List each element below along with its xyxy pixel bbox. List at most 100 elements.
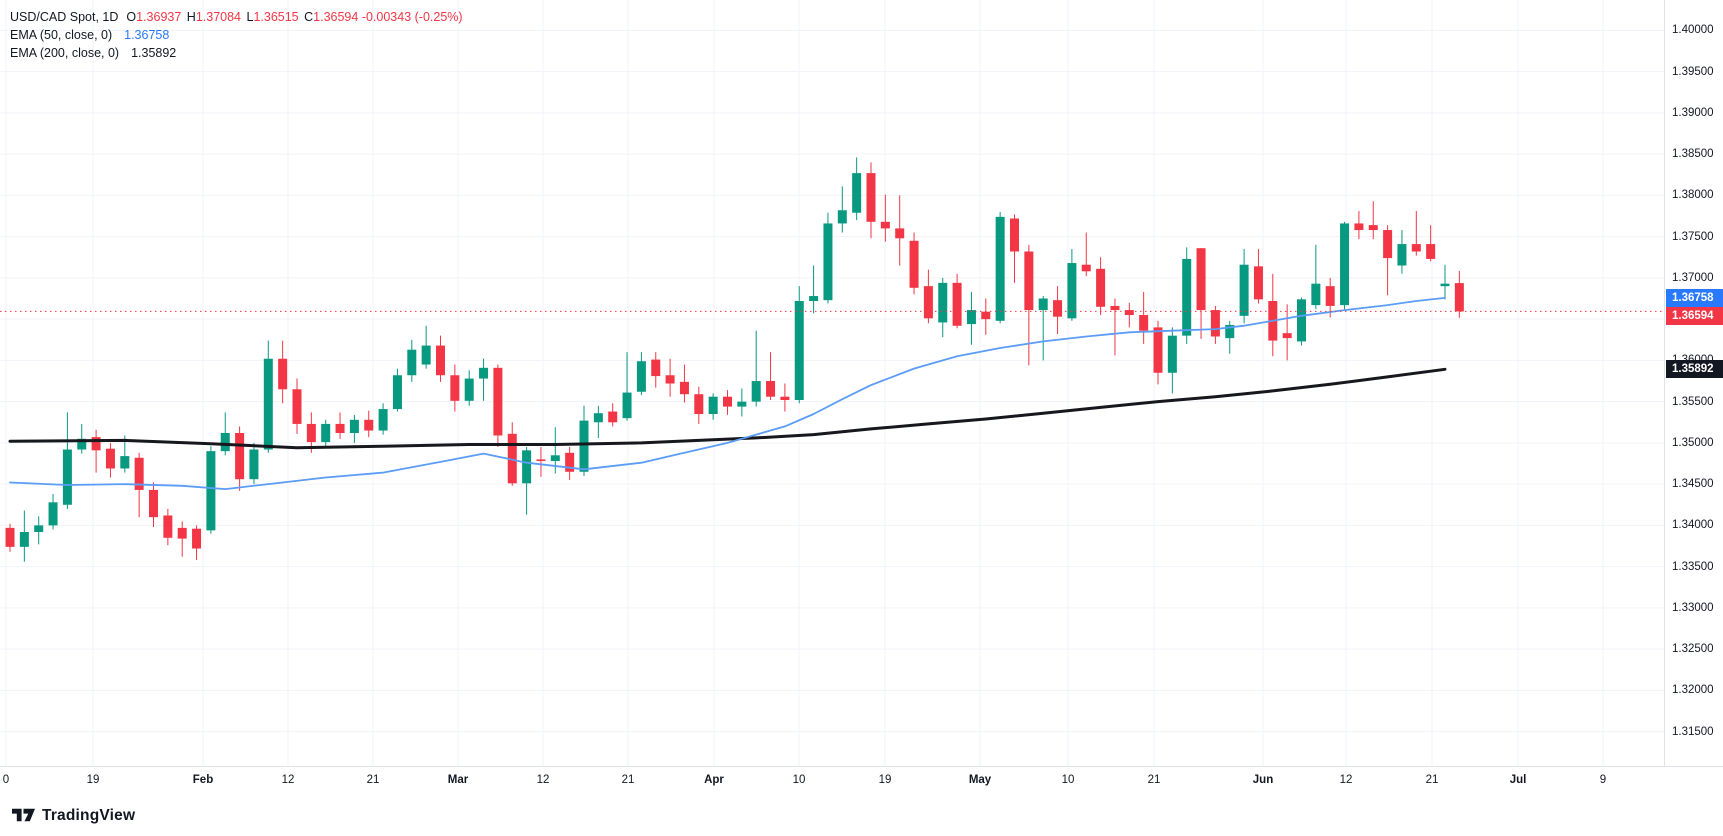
price-tick-label: 1.31500: [1672, 725, 1714, 738]
price-tick-label: 1.39500: [1672, 65, 1714, 78]
candle-body: [34, 525, 44, 532]
candle-body: [1354, 223, 1364, 231]
candle-body: [866, 173, 876, 222]
candle-body: [349, 419, 359, 433]
candle-body: [723, 396, 732, 407]
candle-body: [163, 515, 173, 538]
candle-body: [149, 489, 158, 518]
time-tick-label: 21: [621, 774, 635, 786]
symbol-title[interactable]: USD/CAD Spot, 1D: [10, 10, 119, 24]
change-value: -0.00343 (-0.25%): [361, 10, 463, 24]
ema200-line: [8, 367, 1447, 450]
candle-body: [794, 301, 804, 400]
tradingview-watermark[interactable]: TradingView: [12, 804, 135, 827]
ema50-line: [9, 297, 1446, 490]
candle-body: [450, 375, 460, 401]
candle-body: [550, 455, 560, 462]
candle-body: [536, 459, 546, 462]
candle-body: [120, 456, 130, 469]
time-tick-label: 19: [86, 774, 100, 786]
time-tick-label: 12: [536, 774, 550, 786]
candle-body: [608, 411, 618, 423]
candle-body: [923, 286, 933, 319]
price-tick-label: 1.40000: [1672, 24, 1714, 37]
candle-body: [780, 396, 790, 400]
close-label: C: [304, 10, 314, 24]
symbol-legend-row[interactable]: USD/CAD Spot, 1D O1.36937 H1.37084 L1.36…: [10, 8, 463, 26]
candle-body: [909, 240, 919, 288]
candle-body: [134, 457, 144, 490]
candle-body: [464, 378, 474, 401]
ema200-legend-row[interactable]: EMA (200, close, 0) 1.35892: [10, 44, 463, 62]
candle-body: [220, 433, 230, 452]
candle-body: [694, 394, 704, 415]
candle-body: [895, 228, 905, 239]
candle-body: [335, 423, 345, 433]
candle-body: [1067, 263, 1077, 319]
high-label: H: [186, 10, 196, 24]
time-tick-label: 21: [1425, 774, 1439, 786]
candle-body: [48, 502, 58, 526]
candle-body: [823, 223, 833, 301]
candle-body: [206, 451, 216, 531]
low-label: L: [246, 10, 254, 24]
candle-body: [1411, 244, 1421, 252]
candle-body: [479, 367, 489, 379]
candle-body: [636, 361, 646, 392]
candle-body: [105, 448, 115, 469]
candle-body: [1253, 266, 1263, 300]
candle-body: [77, 438, 87, 450]
candle-body: [1167, 335, 1177, 373]
time-tick-month-label: Jun: [1252, 774, 1274, 786]
candle-body: [493, 367, 503, 436]
candle-body: [809, 296, 819, 301]
candle-body: [177, 527, 187, 539]
candle-body: [1297, 299, 1306, 342]
candle-body: [321, 423, 331, 443]
price-tick-label: 1.32500: [1672, 643, 1714, 656]
candle-body: [651, 359, 661, 377]
candle-body: [421, 345, 431, 365]
ema50-legend-row[interactable]: EMA (50, close, 0) 1.36758: [10, 26, 463, 44]
candle-body: [593, 413, 603, 423]
price-axis[interactable]: 1.40000 1.39500 1.39000 1.38500 1.38000 1.375…: [1664, 0, 1723, 766]
time-tick-month-label: Feb: [192, 774, 214, 786]
candle-body: [1397, 244, 1407, 266]
candle-body: [1139, 315, 1149, 331]
last-price-badge: 1.36594: [1666, 306, 1723, 325]
candle-body: [1153, 327, 1163, 373]
candle-body: [1196, 248, 1206, 311]
candle-body: [1282, 333, 1292, 339]
time-tick-month-label: Apr: [704, 774, 724, 786]
candle-body: [665, 375, 675, 384]
time-tick-label: 19: [878, 774, 892, 786]
candle-body: [995, 216, 1005, 321]
indicator-legend: USD/CAD Spot, 1D O1.36937 H1.37084 L1.36…: [10, 8, 463, 62]
price-tick-label: 1.34500: [1672, 478, 1714, 491]
candle-body: [263, 358, 273, 450]
candle-body: [1239, 264, 1249, 316]
open-label: O: [126, 10, 137, 24]
low-value: 1.36515: [253, 10, 299, 24]
candle-body: [1096, 268, 1106, 307]
candle-body: [1053, 300, 1063, 317]
candle-body: [378, 409, 388, 431]
candle-body: [952, 282, 962, 326]
ohlc-values: O1.36937 H1.37084 L1.36515 C1.36594 -0.0…: [124, 8, 462, 26]
candle-body: [278, 358, 288, 390]
candle-body: [1081, 264, 1091, 272]
candle-body: [1210, 310, 1220, 337]
candle-body: [1225, 324, 1235, 339]
time-tick-label: 21: [366, 774, 380, 786]
candle-body: [579, 420, 589, 472]
time-tick-label: 9: [1599, 774, 1607, 786]
candle-body: [766, 381, 776, 397]
candle-body: [737, 401, 747, 407]
candle-body: [708, 396, 718, 415]
ema50-label: EMA (50, close, 0): [10, 28, 113, 42]
tradingview-logo-icon: [12, 804, 35, 827]
candle-body: [1182, 258, 1192, 336]
time-axis[interactable]: 0 19 Feb 12 21 Mar 12 21 Apr 10 19 May 10 21 Jun 12 21 Ju…: [0, 766, 1723, 836]
